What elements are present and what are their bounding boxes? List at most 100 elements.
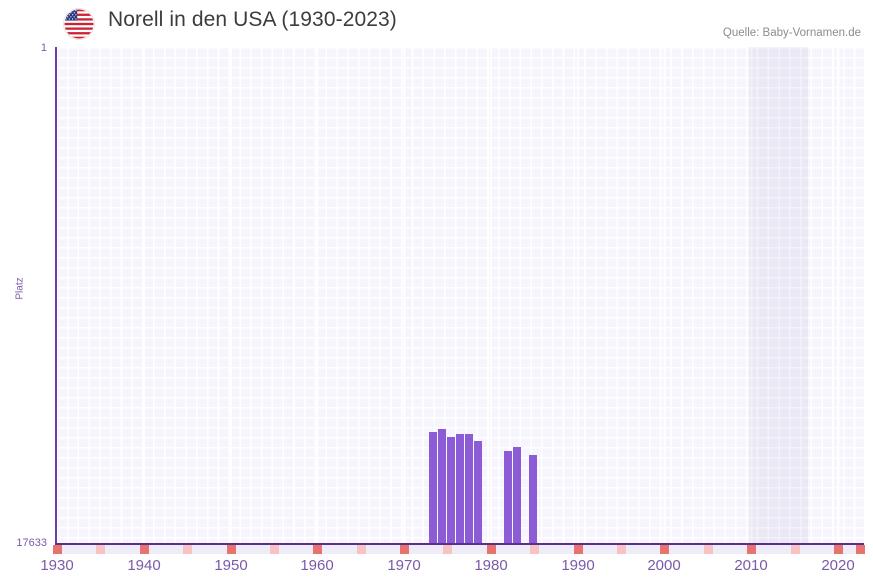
x-tick-minor: [426, 545, 436, 554]
x-tick-mid-534: [530, 545, 539, 554]
x-tick-mid-708: [704, 545, 713, 554]
x-axis-line: [55, 543, 864, 545]
x-tick-minor: [469, 545, 479, 554]
x-tick-mid-621: [617, 545, 626, 554]
y-axis-line: [55, 47, 57, 544]
x-tick-2010: [747, 545, 756, 554]
x-tick-minor: [686, 545, 696, 554]
x-tick-minor: [764, 545, 774, 554]
bar-1975[interactable]: [447, 437, 455, 544]
bar-1976[interactable]: [456, 434, 464, 544]
x-tick-minor: [460, 545, 470, 554]
x-tick-minor: [695, 545, 705, 554]
x-tick-minor: [296, 545, 306, 554]
x-tick-minor: [209, 545, 219, 554]
x-tick-1970: [400, 545, 409, 554]
x-tick-minor: [322, 545, 332, 554]
x-tick-minor: [235, 545, 245, 554]
x-tick-minor: [374, 545, 384, 554]
x-tick-1980: [487, 545, 496, 554]
x-tick-minor: [339, 545, 349, 554]
page-title: Norell in den USA (1930-2023): [108, 8, 397, 31]
x-tick-minor: [200, 545, 210, 554]
source-label: Quelle: Baby-Vornamen.de: [722, 27, 861, 39]
x-axis-label-1940: 1940: [127, 557, 161, 574]
x-tick-minor: [434, 545, 444, 554]
x-tick-minor: [348, 545, 358, 554]
x-tick-minor: [738, 545, 748, 554]
x-tick-minor: [643, 545, 653, 554]
x-tick-minor: [330, 545, 340, 554]
x-tick-minor: [165, 545, 175, 554]
plot-area: [56, 47, 864, 544]
x-tick-minor: [712, 545, 722, 554]
y-axis-top-label: 1: [40, 42, 47, 54]
bar-1982[interactable]: [513, 447, 521, 544]
x-tick-minor: [651, 545, 661, 554]
x-tick-minor: [191, 545, 201, 554]
x-tick-minor: [782, 545, 792, 554]
x-tick-minor: [730, 545, 740, 554]
x-tick-minor: [174, 545, 184, 554]
y-axis-labels: 1 17633 Platz: [0, 0, 52, 587]
x-tick-minor: [365, 545, 375, 554]
x-tick-minor: [608, 545, 618, 554]
x-tick-mid-187: [183, 545, 192, 554]
x-tick-minor: [87, 545, 97, 554]
x-tick-minor: [599, 545, 609, 554]
x-tick-end: [856, 545, 865, 554]
x-tick-minor: [70, 545, 80, 554]
bar-1984[interactable]: [529, 455, 537, 544]
x-axis-label-1980: 1980: [474, 557, 508, 574]
x-tick-minor: [122, 545, 132, 554]
x-tick-minor: [495, 545, 505, 554]
forecast-shaded-band: [749, 47, 808, 544]
bar-1977[interactable]: [465, 434, 473, 544]
x-tick-1940: [140, 545, 149, 554]
x-tick-minor: [148, 545, 158, 554]
x-tick-mid-274: [270, 545, 279, 554]
x-tick-minor: [799, 545, 809, 554]
bar-1978[interactable]: [474, 441, 482, 544]
x-tick-minor: [382, 545, 392, 554]
x-tick-minor: [808, 545, 818, 554]
x-tick-minor: [513, 545, 523, 554]
bar-1973[interactable]: [429, 432, 437, 544]
x-axis-label-1930: 1930: [40, 557, 74, 574]
x-axis-label-1990: 1990: [561, 557, 595, 574]
x-axis-label-1970: 1970: [387, 557, 421, 574]
x-tick-1990: [574, 545, 583, 554]
x-tick-minor: [504, 545, 514, 554]
x-axis-label-1950: 1950: [214, 557, 248, 574]
x-tick-1960: [313, 545, 322, 554]
x-tick-2000: [660, 545, 669, 554]
x-tick-minor: [105, 545, 115, 554]
x-tick-minor: [773, 545, 783, 554]
x-axis-label-2000: 2000: [647, 557, 681, 574]
chart-header: Norell in den USA (1930-2023) Quelle: Ba…: [0, 0, 873, 46]
x-tick-minor: [252, 545, 262, 554]
x-tick-1950: [227, 545, 236, 554]
x-tick-mid-100: [96, 545, 105, 554]
x-tick-minor: [582, 545, 592, 554]
x-tick-minor: [677, 545, 687, 554]
x-tick-minor: [669, 545, 679, 554]
bar-1981[interactable]: [504, 451, 512, 544]
x-tick-minor: [79, 545, 89, 554]
x-tick-mid-447: [443, 545, 452, 554]
x-tick-minor: [547, 545, 557, 554]
x-tick-minor: [157, 545, 167, 554]
bar-1974[interactable]: [438, 429, 446, 544]
x-tick-minor: [521, 545, 531, 554]
y-axis-title: Platz: [14, 277, 26, 300]
x-tick-minor: [625, 545, 635, 554]
x-tick-minor: [278, 545, 288, 554]
x-axis-labels: 1930 1940 1950 1960 1970 1980 1990 2000 2010 2020: [0, 557, 873, 585]
x-tick-minor: [408, 545, 418, 554]
x-tick-minor: [304, 545, 314, 554]
x-tick-minor: [391, 545, 401, 554]
x-tick-minor: [287, 545, 297, 554]
us-flag-icon: [64, 9, 94, 39]
x-tick-minor: [756, 545, 766, 554]
x-tick-mid-361: [357, 545, 366, 554]
